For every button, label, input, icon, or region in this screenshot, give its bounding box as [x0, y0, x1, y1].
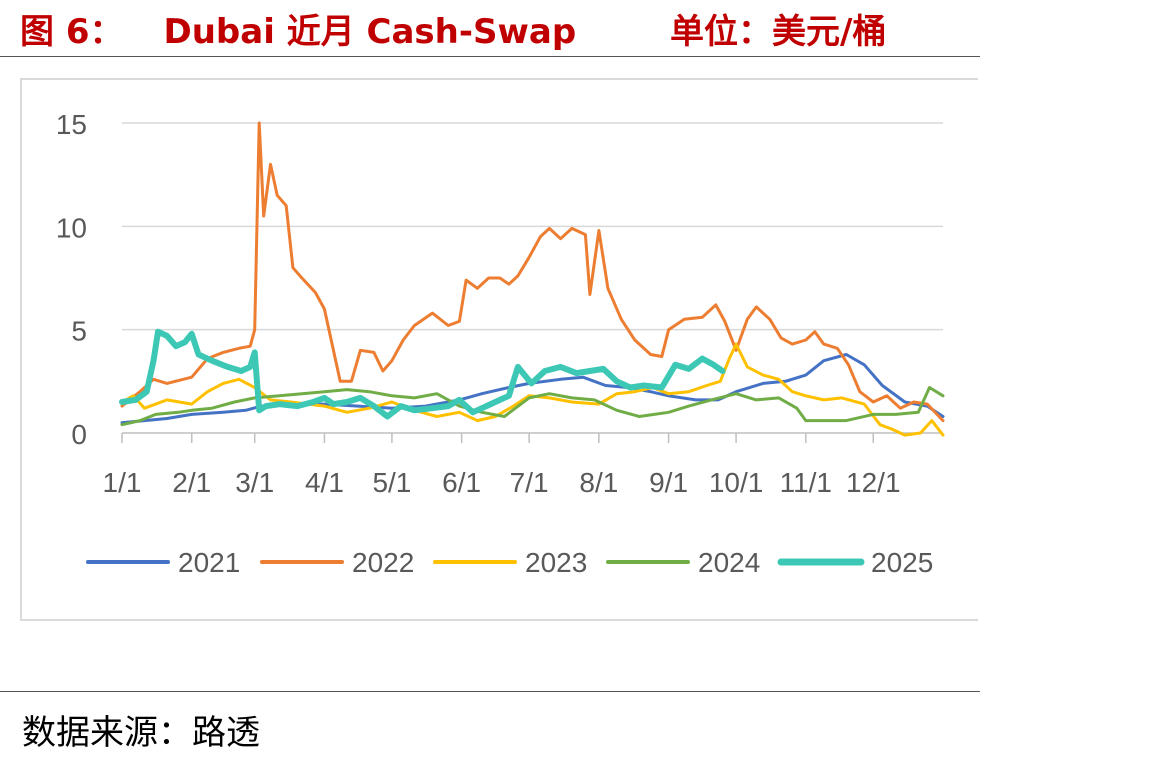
figure-name: Dubai 近月 Cash-Swap	[163, 12, 577, 52]
x-tick-label: 12/1	[846, 467, 901, 498]
x-tick-label: 6/1	[442, 467, 481, 498]
y-tick-label: 10	[56, 212, 87, 243]
x-tick-label: 11/1	[780, 467, 832, 498]
legend-label: 2024	[698, 547, 760, 578]
footer-divider	[0, 691, 980, 692]
line-chart: 0 5 10 15 1/1 2/1 3/1 4/1 5/1 6/1 7/1 8/1 9/1 10/1 11/…	[56, 109, 945, 578]
legend-label: 2022	[352, 547, 414, 578]
figure-label: 图 6：	[20, 12, 124, 52]
x-tick-label: 4/1	[305, 467, 344, 498]
x-tick-label: 10/1	[709, 467, 764, 498]
chart-frame	[20, 78, 978, 621]
figure-title: 图 6： Dubai 近月 Cash-Swap	[20, 4, 576, 53]
y-tick-label: 15	[56, 109, 87, 140]
source-note: 数据来源：路透	[22, 713, 260, 753]
legend-label: 2023	[525, 547, 587, 578]
header-divider	[0, 56, 980, 57]
unit-label: 单位：美元/桶	[670, 12, 887, 52]
series-line-2023	[120, 342, 945, 437]
series-line-2024	[120, 386, 945, 427]
x-tick-label: 7/1	[510, 467, 549, 498]
series-line-2022	[120, 121, 945, 423]
legend-label: 2021	[178, 547, 240, 578]
series-line-2021	[120, 353, 945, 425]
legend-label: 2025	[871, 547, 933, 578]
series-line-2025	[119, 328, 726, 420]
x-tick-label: 5/1	[372, 467, 411, 498]
x-tick-label: 1/1	[103, 467, 142, 498]
x-tick-label: 9/1	[649, 467, 688, 498]
y-tick-label: 5	[71, 316, 87, 347]
y-tick-label: 0	[71, 419, 87, 450]
x-tick-label: 2/1	[172, 467, 211, 498]
x-tick-label: 3/1	[235, 467, 274, 498]
x-tick-label: 8/1	[579, 467, 618, 498]
figure-header: 图 6： Dubai 近月 Cash-Swap 单位：美元/桶	[0, 0, 980, 56]
